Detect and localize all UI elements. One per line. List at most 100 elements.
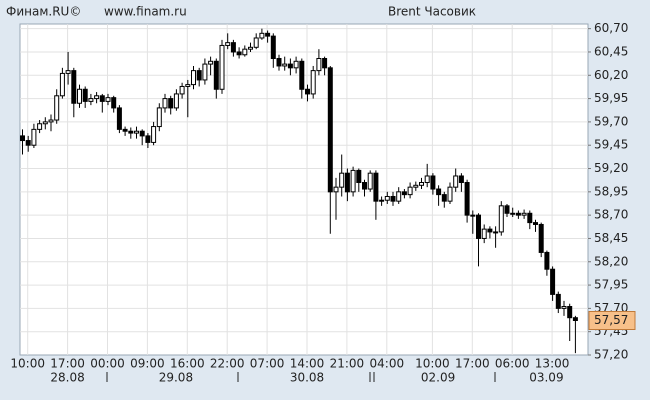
candle-body bbox=[322, 57, 328, 69]
candle-body bbox=[476, 214, 481, 239]
candle-body bbox=[384, 195, 390, 201]
candle-body bbox=[379, 199, 385, 202]
last-price-label: 57,57 bbox=[594, 313, 628, 327]
candle-body bbox=[156, 107, 162, 128]
candle-body bbox=[481, 228, 487, 239]
y-tick-label: 59,70 bbox=[594, 114, 628, 128]
y-tick-label: 60,70 bbox=[594, 21, 628, 35]
y-tick-label: 58,20 bbox=[594, 254, 628, 268]
candle-body bbox=[31, 128, 37, 146]
candle-body bbox=[344, 172, 350, 193]
candle-body bbox=[436, 188, 442, 196]
x-tick-label: 17:00 bbox=[455, 357, 490, 371]
candle-body bbox=[265, 32, 271, 37]
candle-body bbox=[270, 35, 276, 59]
candle-body bbox=[179, 85, 185, 95]
candle-body bbox=[390, 195, 396, 202]
candle-body bbox=[185, 84, 191, 87]
candle-body bbox=[82, 88, 88, 102]
candle-body bbox=[458, 175, 464, 184]
y-tick-label: 58,95 bbox=[594, 184, 628, 198]
candle-body bbox=[105, 97, 111, 102]
candle-body bbox=[253, 37, 259, 48]
candle-body bbox=[42, 121, 48, 125]
candle-body bbox=[54, 95, 60, 121]
candle-body bbox=[441, 194, 447, 202]
candle-body bbox=[208, 60, 214, 65]
candle-body bbox=[248, 46, 253, 50]
x-tick-label: 22:00 bbox=[210, 357, 245, 371]
candle-body bbox=[333, 186, 339, 193]
y-tick-label: 60,45 bbox=[594, 44, 628, 58]
candle-body bbox=[527, 212, 533, 224]
y-tick-label: 58,70 bbox=[594, 208, 628, 222]
x-tick-label: 17:00 bbox=[50, 357, 85, 371]
candle-body bbox=[219, 44, 225, 90]
date-label: 28.08 bbox=[50, 371, 84, 385]
candle-body bbox=[521, 212, 527, 216]
candle-body bbox=[299, 60, 305, 90]
last-price-box bbox=[588, 311, 636, 331]
x-tick-label: 04:00 bbox=[370, 357, 405, 371]
candle-body bbox=[122, 128, 128, 132]
candle-body bbox=[134, 130, 139, 134]
candle-body bbox=[504, 205, 510, 214]
candle-body bbox=[230, 42, 236, 53]
x-tick-label: 13:00 bbox=[535, 357, 570, 371]
candle-body bbox=[550, 268, 556, 295]
candle-body bbox=[310, 70, 316, 95]
candle-body bbox=[396, 191, 402, 202]
candle-body bbox=[572, 317, 578, 322]
x-tick-label: 21:00 bbox=[330, 357, 365, 371]
candle-body bbox=[419, 182, 424, 186]
candle-body bbox=[88, 98, 94, 102]
candle-body bbox=[510, 212, 516, 215]
candle-body bbox=[111, 97, 117, 109]
candle-body bbox=[145, 135, 151, 143]
candle-body bbox=[191, 70, 196, 86]
candle-body bbox=[282, 63, 288, 67]
y-tick-label: 57,95 bbox=[594, 278, 628, 292]
candle-body bbox=[99, 95, 105, 102]
candle-body bbox=[128, 130, 134, 134]
x-tick-label: 10:00 bbox=[415, 357, 450, 371]
candle-body bbox=[173, 93, 179, 109]
candle-body bbox=[362, 182, 367, 190]
candle-body bbox=[493, 231, 499, 234]
candle-body bbox=[213, 60, 219, 90]
url: www.finam.ru bbox=[104, 5, 187, 19]
candle-body bbox=[470, 214, 476, 217]
x-tick-label: 06:00 bbox=[495, 357, 530, 371]
candle-body bbox=[242, 48, 248, 56]
candle-body bbox=[225, 42, 231, 46]
candle-body bbox=[567, 306, 573, 319]
date-label: 29.08 bbox=[159, 371, 193, 385]
candle-body bbox=[538, 223, 544, 253]
candle-body bbox=[373, 172, 379, 202]
y-tick-label: 59,95 bbox=[594, 91, 628, 105]
y-tick-label: 58,45 bbox=[594, 231, 628, 245]
candle-body bbox=[20, 135, 25, 142]
x-tick-label: 10:00 bbox=[10, 357, 45, 371]
y-tick-label: 57,20 bbox=[594, 348, 628, 362]
candle-body bbox=[356, 169, 362, 184]
candle-body bbox=[561, 306, 567, 309]
candle-body bbox=[407, 186, 413, 196]
candle-body bbox=[276, 57, 282, 67]
candle-body bbox=[544, 251, 550, 270]
candle-body bbox=[139, 130, 145, 137]
candle-body bbox=[350, 169, 356, 193]
candle-body bbox=[339, 172, 345, 188]
x-tick-label: 16:00 bbox=[170, 357, 205, 371]
candle-body bbox=[65, 70, 71, 74]
candle-body bbox=[487, 228, 493, 233]
candle-body bbox=[37, 123, 43, 130]
candle-body bbox=[293, 60, 299, 69]
candle-body bbox=[151, 126, 157, 143]
x-tick-label: 14:00 bbox=[290, 357, 325, 371]
y-tick-label: 60,20 bbox=[594, 68, 628, 82]
candle-body bbox=[453, 175, 459, 188]
x-tick-label: 00:00 bbox=[90, 357, 125, 371]
date-label: 03.09 bbox=[529, 371, 563, 385]
